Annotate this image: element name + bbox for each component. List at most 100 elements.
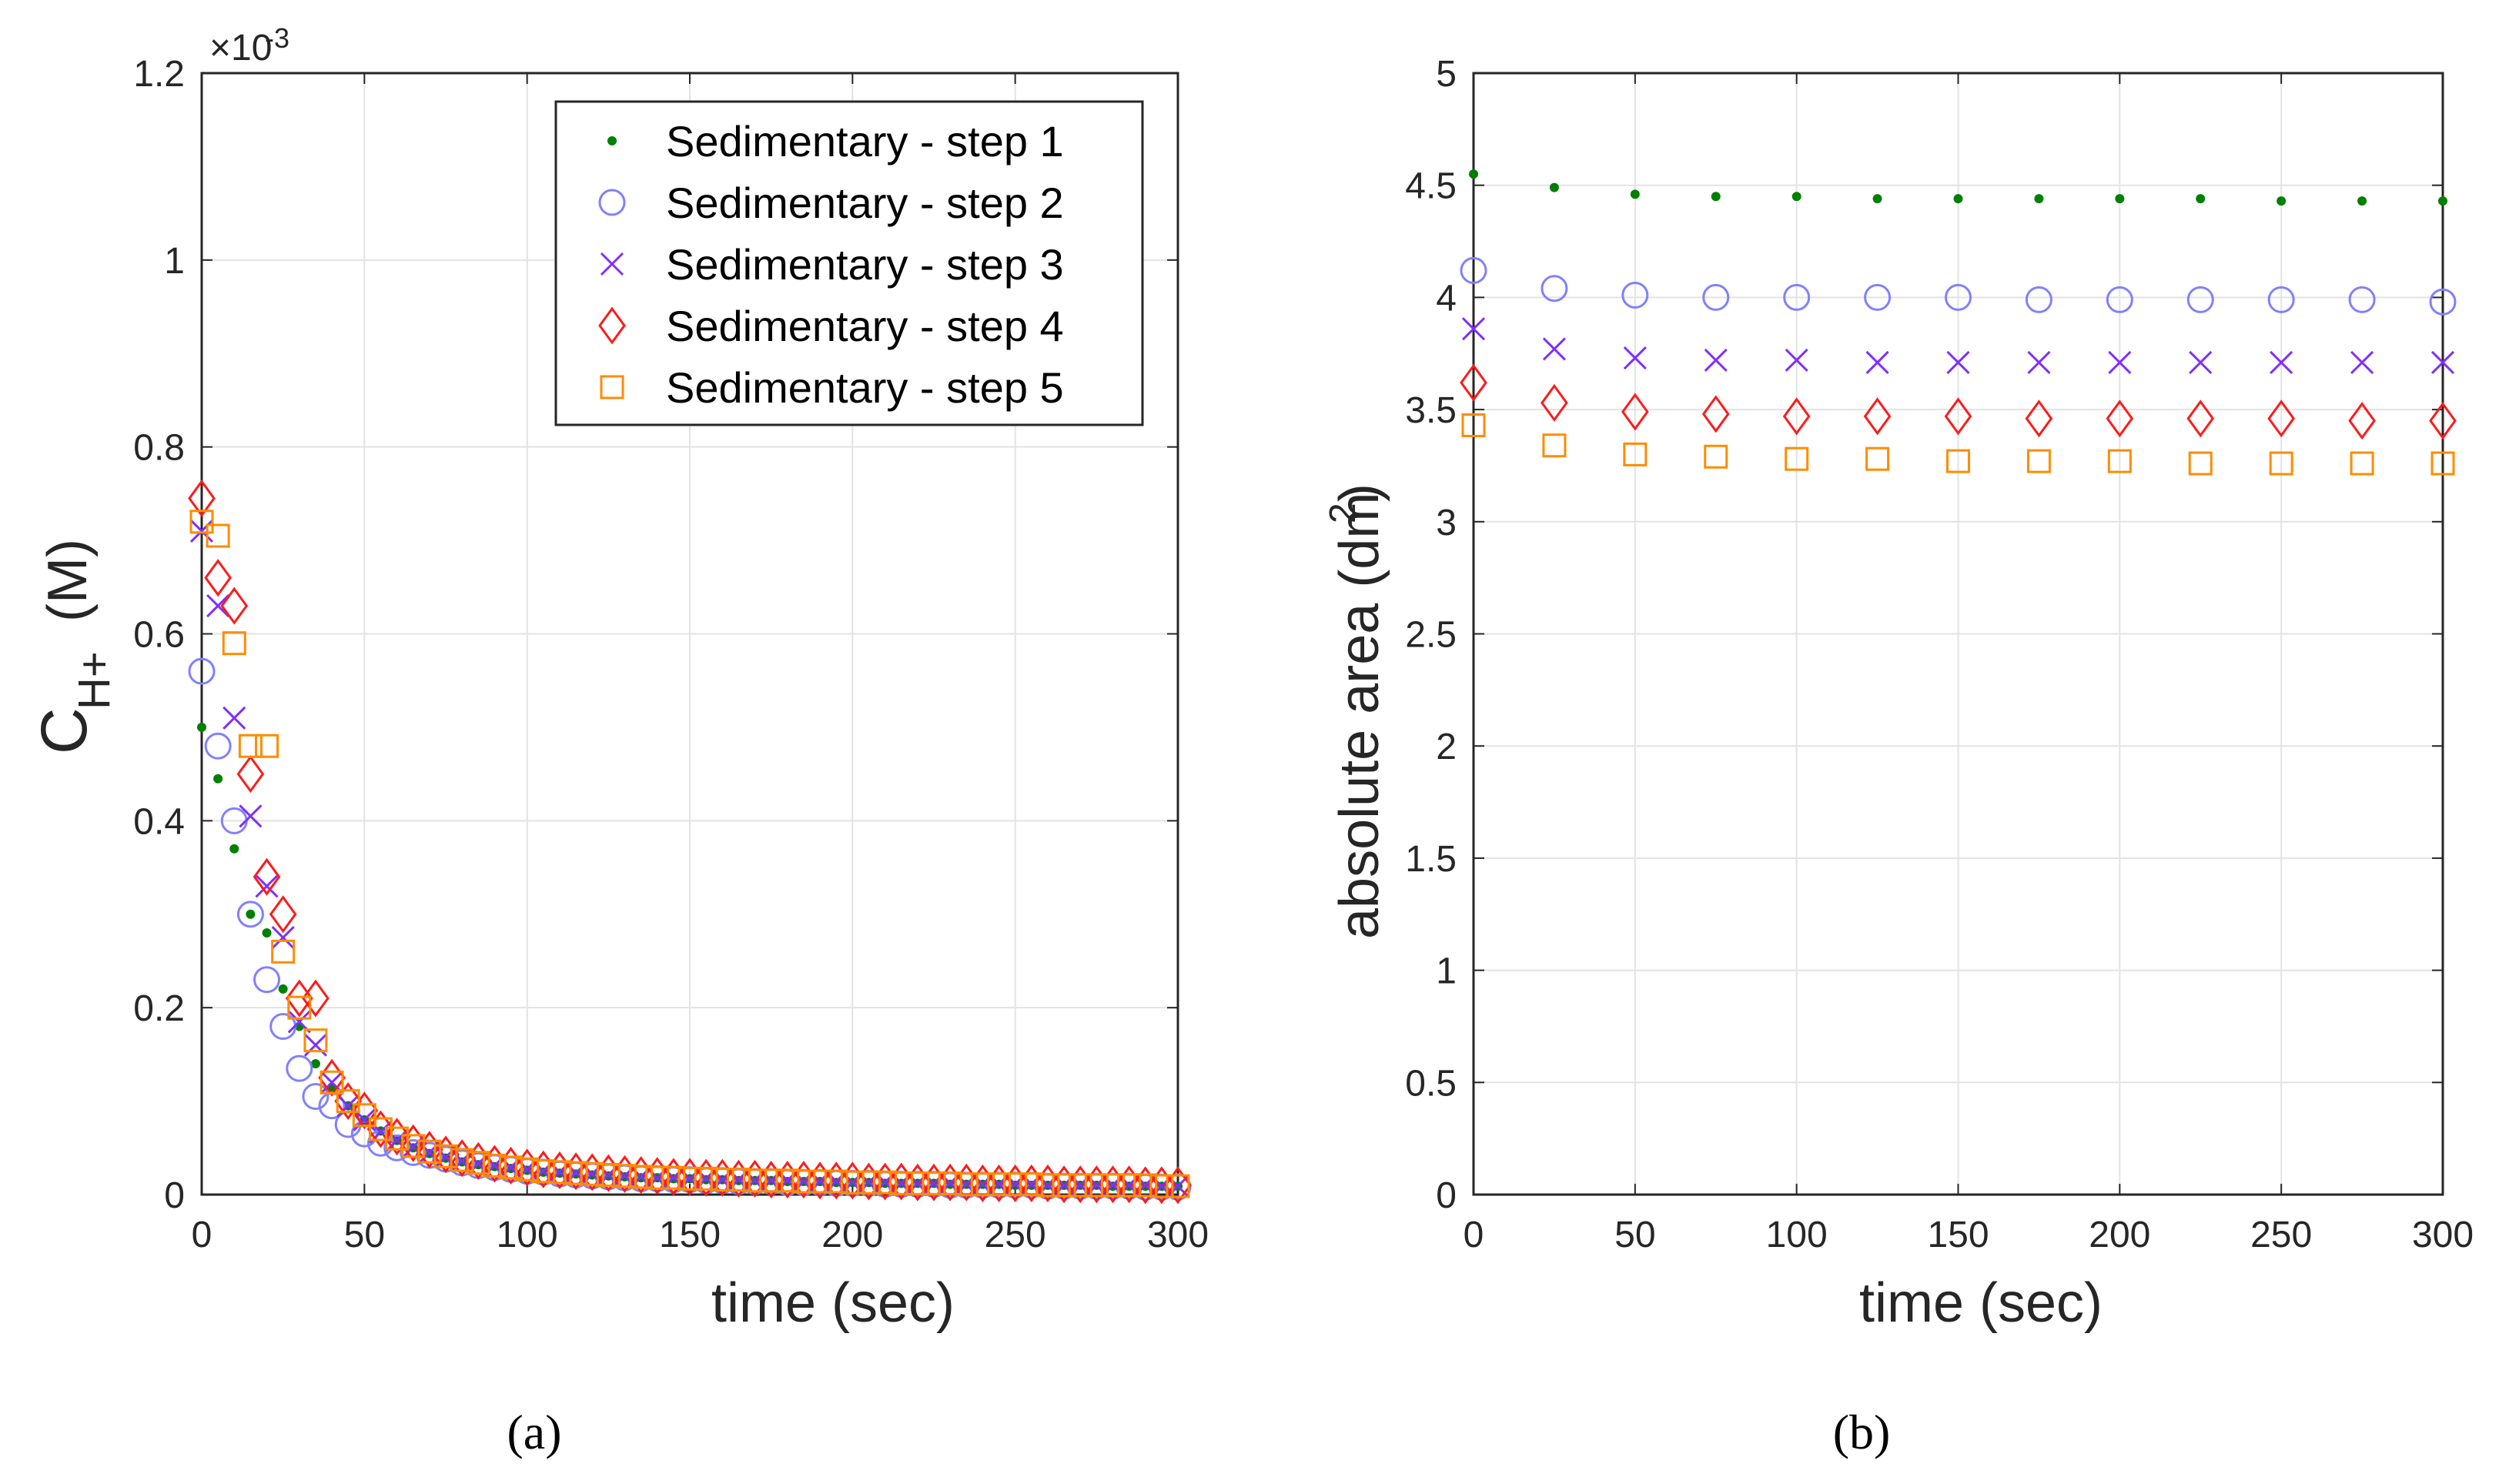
- panel-a-tick-labels: 0 50 100 150 200 250 300 0 0.2 0.4 0.6 0.8 1 1.2: [133, 54, 1209, 1255]
- series-5-point-28: [645, 1165, 670, 1190]
- legend-entry-2: Sedimentary - step 2: [666, 179, 1064, 227]
- series-2-point-12: [383, 1134, 411, 1161]
- legend-marker-2-point-0: [598, 189, 626, 216]
- y-tick-label: 0.6: [133, 615, 185, 656]
- series-5-point-11: [368, 1117, 393, 1141]
- series-5-point-9: [336, 1089, 360, 1114]
- series-b-5: [1461, 413, 2455, 476]
- x-tick-label: 300: [1147, 1215, 1209, 1255]
- y-tick-label: 1: [1436, 951, 1457, 992]
- series-3-point-1: [1542, 337, 1566, 361]
- panel-a-ylabel-unit: (M): [37, 539, 99, 622]
- series-1-point-2: [229, 844, 239, 854]
- series-3-point-6: [1946, 350, 1970, 374]
- series-2-point-12: [2429, 288, 2457, 316]
- series-1-point-5: [278, 984, 288, 994]
- series-1-point-4: [1791, 192, 1801, 202]
- series-2-point-0: [1460, 256, 1487, 284]
- series-1-point-12: [2438, 196, 2447, 206]
- series-5-point-40: [840, 1170, 865, 1195]
- y-tick-label: 1.5: [1405, 839, 1457, 880]
- x-tick-label: 150: [1927, 1215, 1989, 1255]
- series-1-point-10: [2277, 196, 2287, 206]
- series-4-point-13: [399, 1124, 427, 1162]
- series-5-point-57: [1117, 1173, 1142, 1198]
- series-2-point-7: [2025, 286, 2052, 313]
- series-4-point-2: [220, 587, 249, 625]
- legend-entry-5: Sedimentary - step 5: [666, 363, 1064, 412]
- legend-box: [554, 100, 1144, 426]
- legend-entry-4: Sedimentary - step 4: [666, 302, 1064, 350]
- series-4-point-5: [1863, 397, 1892, 436]
- series-5-point-31: [694, 1166, 718, 1191]
- series-2-point-13: [400, 1138, 427, 1166]
- series-5-point-37: [791, 1169, 816, 1194]
- series-5-point-36: [775, 1168, 800, 1193]
- y-tick-label: 3: [1436, 503, 1457, 543]
- series-5-point-21: [531, 1159, 556, 1184]
- series-1-point-4: [262, 928, 272, 938]
- series-2-point-5: [1864, 283, 1892, 311]
- series-b-3: [1461, 317, 2455, 374]
- panel-b-y-axis-label: absolute area (dm 2 ): [1323, 483, 1390, 939]
- series-5-point-53: [1052, 1173, 1076, 1198]
- series-2-point-1: [1541, 275, 1568, 302]
- series-5-point-0: [1461, 413, 1486, 437]
- series-5-point-10: [352, 1103, 376, 1128]
- y-tick-label: 0.2: [133, 988, 185, 1029]
- panel-a-x-axis-label: time (sec): [711, 1272, 955, 1334]
- series-5-point-6: [1946, 449, 1970, 473]
- series-5-point-1: [206, 523, 230, 548]
- series-5-point-29: [661, 1165, 686, 1190]
- series-5-point-7: [2026, 449, 2051, 473]
- panel-b: 0 50 100 150 200 250 30000.511.522.533.544.55 …: [1323, 54, 2474, 1459]
- series-3-point-0: [1461, 317, 1486, 341]
- series-1-point-0: [197, 722, 206, 732]
- y-tick-label: 1: [164, 241, 185, 282]
- series-4-point-5: [269, 895, 297, 934]
- y-tick-label: 4: [1436, 278, 1457, 319]
- series-5-point-23: [564, 1161, 588, 1185]
- series-1-point-11: [2357, 196, 2367, 206]
- series-1-point-5: [1872, 194, 1882, 204]
- y-tick-label: 2: [1436, 727, 1457, 767]
- series-5-point-27: [629, 1165, 654, 1189]
- series-4-point-7: [302, 979, 330, 1018]
- x-tick-label: 200: [2089, 1215, 2150, 1255]
- series-4-point-6: [1944, 397, 1972, 436]
- series-4-point-14: [416, 1131, 443, 1169]
- series-5-point-58: [1133, 1173, 1158, 1198]
- series-3-point-3: [239, 804, 263, 828]
- series-2-point-1: [204, 732, 232, 760]
- x-tick-label: 250: [2250, 1215, 2312, 1255]
- series-4-point-60: [1164, 1166, 1192, 1205]
- series-5-point-60: [1166, 1174, 1190, 1198]
- series-5-point-11: [2350, 451, 2374, 476]
- series-2-point-7: [302, 1083, 330, 1111]
- series-5-point-17: [466, 1151, 490, 1175]
- x-tick-label: 300: [2412, 1215, 2474, 1255]
- series-4-point-11: [366, 1110, 395, 1148]
- series-5-point-6: [287, 995, 312, 1020]
- series-5-point-39: [824, 1169, 848, 1194]
- series-5-point-0: [189, 510, 214, 534]
- series-1-point-0: [1469, 169, 1478, 179]
- series-5-point-2: [222, 631, 246, 656]
- series-5-point-54: [1068, 1173, 1092, 1198]
- series-5-point-47: [954, 1172, 979, 1197]
- legend-entry-1: Sedimentary - step 1: [666, 117, 1064, 165]
- series-5-point-34: [743, 1168, 768, 1193]
- panel-a-data-marks: [188, 479, 1192, 1205]
- series-3-point-5: [1865, 350, 1889, 374]
- panel-a-exponent-base: ×10: [209, 28, 272, 69]
- series-2-point-10: [2267, 286, 2295, 313]
- series-5-point-12: [2430, 451, 2455, 476]
- legend-marker-1-point-0: [607, 136, 617, 145]
- series-5-point-5: [1865, 446, 1890, 471]
- series-4-point-1: [1541, 383, 1568, 422]
- series-4-point-7: [2025, 399, 2053, 438]
- axes-frame-b: [1472, 72, 2444, 1196]
- x-tick-label: 50: [1614, 1215, 1655, 1255]
- y-tick-label: 5: [1436, 54, 1457, 95]
